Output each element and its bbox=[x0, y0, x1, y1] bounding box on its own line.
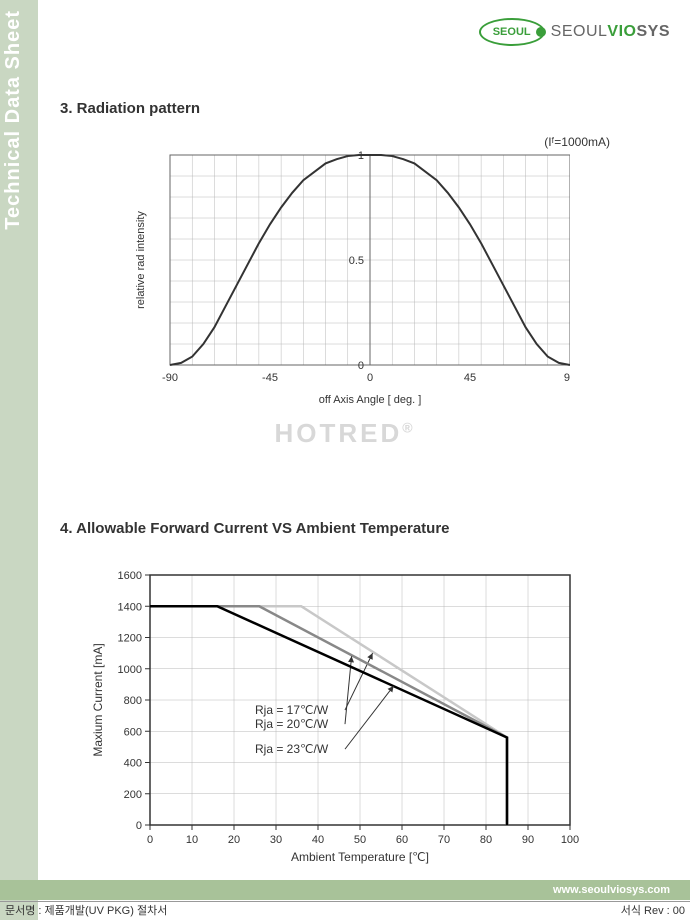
svg-text:20: 20 bbox=[228, 834, 240, 846]
svg-text:0.5: 0.5 bbox=[349, 255, 364, 267]
logo-oval: SEOUL bbox=[479, 18, 545, 46]
svg-text:10: 10 bbox=[186, 834, 198, 846]
footer-text: 문서명 : 제품개발(UV PKG) 절차서 서식 Rev : 00 bbox=[5, 902, 685, 918]
svg-text:-90: -90 bbox=[162, 372, 178, 384]
side-banner: Technical Data Sheet bbox=[0, 0, 38, 920]
radiation-pattern-chart-wrap: (Iᶠ=1000mA) -90-450459000.51off Axis Ang… bbox=[130, 135, 660, 430]
footer-right: 서식 Rev : 00 bbox=[621, 902, 685, 918]
svg-text:50: 50 bbox=[354, 834, 366, 846]
svg-text:Rja = 20℃/W: Rja = 20℃/W bbox=[255, 717, 329, 731]
svg-text:0: 0 bbox=[147, 834, 153, 846]
side-banner-text: Technical Data Sheet bbox=[2, 10, 25, 230]
svg-text:relative rad intensity: relative rad intensity bbox=[135, 211, 147, 309]
chart1-annotation: (Iᶠ=1000mA) bbox=[544, 135, 610, 149]
svg-text:60: 60 bbox=[396, 834, 408, 846]
brand-logo: SEOUL SEOULVIOSYS bbox=[479, 18, 670, 46]
svg-text:40: 40 bbox=[312, 834, 324, 846]
svg-text:Rja = 17℃/W: Rja = 17℃/W bbox=[255, 703, 329, 717]
svg-text:400: 400 bbox=[124, 758, 142, 770]
svg-text:70: 70 bbox=[438, 834, 450, 846]
section4-title: 4. Allowable Forward Current VS Ambient … bbox=[60, 520, 660, 537]
svg-text:100: 100 bbox=[561, 834, 579, 846]
svg-text:0: 0 bbox=[136, 820, 142, 832]
svg-text:Ambient Temperature [℃]: Ambient Temperature [℃] bbox=[291, 850, 429, 864]
svg-text:800: 800 bbox=[124, 695, 142, 707]
svg-text:0: 0 bbox=[358, 360, 364, 372]
svg-text:Maxium Current [mA]: Maxium Current [mA] bbox=[91, 643, 105, 756]
svg-text:off Axis Angle [ deg. ]: off Axis Angle [ deg. ] bbox=[319, 394, 422, 406]
svg-text:90: 90 bbox=[564, 372, 570, 384]
section3-title: 3. Radiation pattern bbox=[60, 100, 660, 117]
footer-bar: www.seoulviosys.com bbox=[0, 880, 690, 900]
svg-text:1600: 1600 bbox=[118, 570, 142, 582]
svg-text:0: 0 bbox=[367, 372, 373, 384]
svg-text:600: 600 bbox=[124, 726, 142, 738]
svg-text:45: 45 bbox=[464, 372, 476, 384]
logo-wordmark: SEOULVIOSYS bbox=[551, 23, 670, 41]
svg-text:80: 80 bbox=[480, 834, 492, 846]
svg-text:90: 90 bbox=[522, 834, 534, 846]
svg-text:30: 30 bbox=[270, 834, 282, 846]
current-temp-chart-wrap: 0102030405060708090100020040060080010001… bbox=[80, 555, 660, 870]
logo-dot-icon bbox=[536, 27, 546, 37]
current-temp-chart: 0102030405060708090100020040060080010001… bbox=[80, 555, 600, 865]
svg-text:1000: 1000 bbox=[118, 664, 142, 676]
footer-left: 문서명 : 제품개발(UV PKG) 절차서 bbox=[5, 902, 167, 918]
svg-text:1400: 1400 bbox=[118, 601, 142, 613]
svg-text:-45: -45 bbox=[262, 372, 278, 384]
svg-text:Rja = 23℃/W: Rja = 23℃/W bbox=[255, 742, 329, 756]
svg-text:200: 200 bbox=[124, 789, 142, 801]
logo-oval-text: SEOUL bbox=[493, 26, 531, 38]
footer-url: www.seoulviosys.com bbox=[553, 884, 670, 896]
main-content: 3. Radiation pattern (Iᶠ=1000mA) -90 -45 0… bbox=[60, 100, 660, 920]
radiation-pattern-chart: -90-450459000.51off Axis Angle [ deg. ]r… bbox=[130, 135, 570, 425]
svg-text:1200: 1200 bbox=[118, 633, 142, 645]
